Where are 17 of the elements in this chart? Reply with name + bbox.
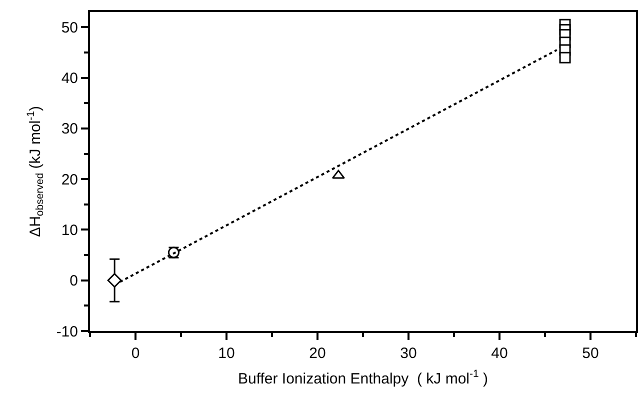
x-tick-label: 10: [218, 345, 235, 362]
point: [559, 52, 571, 64]
y-tick-label: 50: [61, 19, 78, 36]
point: [332, 170, 345, 179]
x-tick-label: 40: [491, 345, 508, 362]
x-tick-label: 20: [309, 345, 326, 362]
x-tick-label: 50: [582, 345, 599, 362]
x-tick-label: 0: [131, 345, 140, 362]
y-tick-label: 30: [61, 120, 78, 138]
y-tick-label: -10: [56, 323, 78, 340]
y-tick-label: 0: [70, 272, 78, 290]
y-tick-label: 20: [61, 171, 78, 188]
point: [107, 273, 122, 288]
y-tick-label: 10: [61, 222, 78, 239]
x-tick-label: 30: [400, 345, 417, 362]
y-tick-label: 40: [61, 70, 78, 88]
x-axis-title: Buffer Ionization Enthalpy ( kJ mol$^{-1}$ ): [238, 368, 488, 388]
